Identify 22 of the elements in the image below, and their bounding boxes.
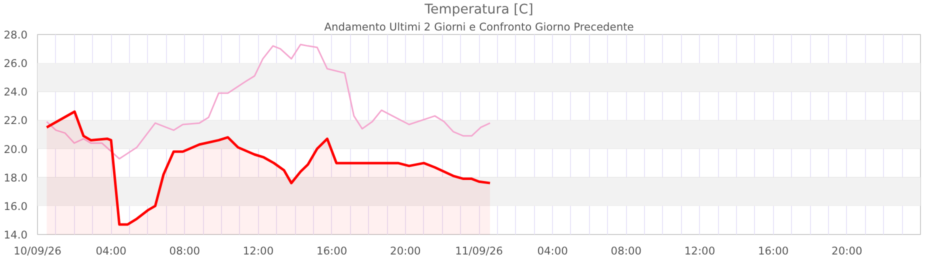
y-tick-label: 22.0 bbox=[4, 114, 28, 128]
x-tick-label: 20:00 bbox=[390, 244, 421, 258]
x-tick-label: 20:00 bbox=[832, 244, 862, 258]
y-tick-label: 18.0 bbox=[4, 171, 28, 184]
y-tick-label: 28.0 bbox=[4, 28, 28, 42]
y-tick-label: 16.0 bbox=[4, 200, 28, 213]
x-tick-label: 08:00 bbox=[610, 244, 642, 258]
y-tick-label: 14.0 bbox=[4, 228, 28, 242]
y-tick-label: 24.0 bbox=[4, 86, 28, 99]
x-tick-label: 04:00 bbox=[96, 244, 127, 258]
y-tick-label: 20.0 bbox=[4, 142, 28, 156]
x-tick-label: 10/09/26 bbox=[14, 244, 62, 258]
x-tick-label: 04:00 bbox=[537, 244, 568, 258]
y-tick-label: 26.0 bbox=[4, 57, 28, 70]
x-tick-label: 11/09/26 bbox=[455, 244, 504, 258]
x-tick-label: 16:00 bbox=[316, 244, 348, 258]
x-tick-label: 08:00 bbox=[169, 244, 200, 258]
x-tick-label: 12:00 bbox=[242, 244, 274, 258]
chart-subtitle: Andamento Ultimi 2 Giorni e Confronto Giorno Precedente bbox=[324, 20, 634, 34]
x-tick-label: 16:00 bbox=[758, 244, 789, 258]
chart-title: Temperatura [C] bbox=[424, 2, 534, 18]
x-tick-label: 12:00 bbox=[684, 244, 716, 258]
